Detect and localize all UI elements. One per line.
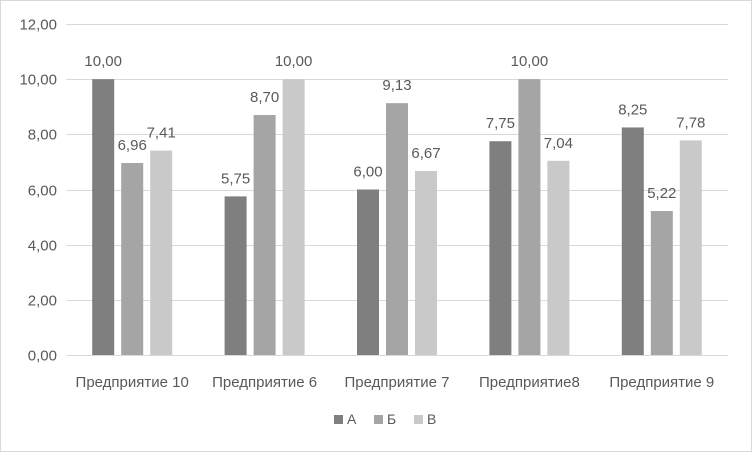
category-label: Предприятие 10	[76, 374, 189, 391]
legend-swatch	[374, 415, 383, 424]
legend-label: А	[347, 411, 357, 427]
data-label: 10,00	[84, 53, 122, 70]
bar	[253, 115, 276, 356]
x-axis: Предприятие 10 Предприятие 6 Предприятие 7…	[76, 374, 715, 391]
data-label: 6,96	[118, 137, 147, 154]
data-label: 8,70	[250, 89, 279, 106]
y-tick-label: 0,00	[28, 348, 57, 365]
y-tick-label: 4,00	[28, 238, 57, 255]
bar	[679, 140, 702, 355]
legend-label: В	[427, 411, 436, 427]
category-label: Предприятие 7	[345, 374, 450, 391]
data-label: 7,75	[486, 115, 515, 132]
data-labels: 10,00 6,967,41 5,75 8,70 10,00 6,00 9,13 6,67 7,…	[84, 53, 705, 202]
y-tick-label: 2,00	[28, 293, 57, 310]
y-tick-label: 10,00	[19, 72, 57, 89]
bars	[92, 79, 702, 356]
bar	[386, 103, 408, 355]
bar	[489, 141, 512, 355]
bar	[357, 189, 379, 355]
category-label: Предприятие 9	[609, 374, 714, 391]
bar	[150, 150, 173, 355]
data-label: 6,67	[411, 145, 440, 162]
data-label: 9,13	[382, 77, 411, 94]
category-label: Предприятие8	[479, 374, 580, 391]
category-label: Предприятие 6	[212, 374, 317, 391]
bar	[650, 211, 673, 355]
y-axis: 0,00 2,00 4,00 6,00 8,00 10,00 12,00	[19, 17, 57, 365]
y-tick-label: 6,00	[28, 183, 57, 200]
bar	[121, 163, 144, 355]
y-tick-label: 8,00	[28, 127, 57, 144]
bar	[621, 127, 644, 355]
data-label: 10,00	[275, 53, 313, 70]
bar	[415, 171, 437, 355]
data-label: 7,04	[544, 135, 573, 152]
y-tick-label: 12,00	[19, 17, 57, 34]
data-label: 10,00	[511, 53, 549, 70]
data-label: 7,78	[676, 114, 705, 131]
legend-swatch	[334, 415, 343, 424]
bar	[282, 79, 305, 356]
bar	[547, 160, 570, 355]
bar	[224, 196, 247, 355]
bar	[518, 79, 541, 356]
data-label: 6,00	[353, 164, 382, 181]
legend: А Б В	[334, 411, 436, 427]
data-label: 5,22	[647, 185, 676, 202]
legend-label: Б	[387, 411, 396, 427]
data-label: 5,75	[221, 170, 250, 187]
data-label: 7,41	[147, 125, 176, 142]
legend-swatch	[414, 415, 423, 424]
bar	[92, 79, 115, 356]
data-label: 8,25	[618, 101, 647, 118]
